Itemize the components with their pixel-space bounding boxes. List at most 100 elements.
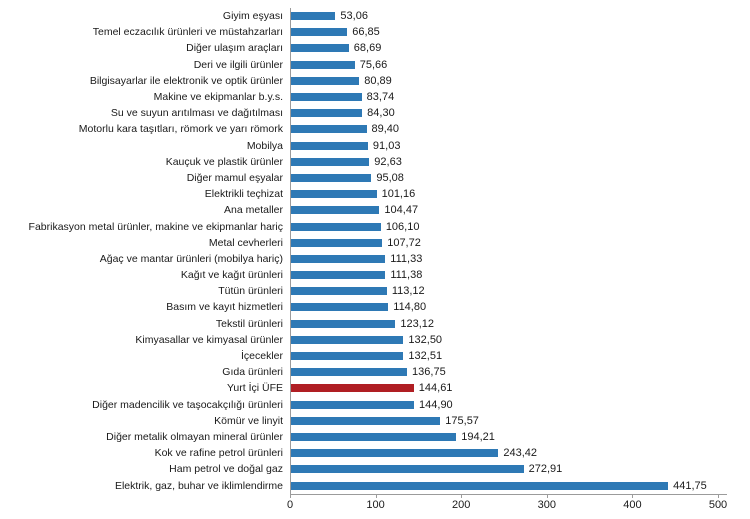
bar-row: Makine ve ekipmanlar b.y.s. 83,74 — [0, 89, 750, 105]
x-axis-tick-label: 300 — [537, 499, 556, 511]
bar — [290, 93, 362, 102]
value-label: 92,63 — [374, 155, 402, 168]
x-axis-line — [290, 494, 727, 495]
plot-cell: 66,85 — [290, 24, 750, 40]
bar — [290, 319, 396, 328]
bar-row: Tütün ürünleri 113,12 — [0, 283, 750, 299]
bar — [290, 335, 404, 344]
bar — [290, 287, 387, 296]
category-label: İçecekler — [240, 350, 283, 363]
bar — [290, 238, 383, 247]
bar-row: Gıda ürünleri 136,75 — [0, 364, 750, 380]
value-label: 441,75 — [673, 479, 707, 492]
bar-row: Tekstil ürünleri 123,12 — [0, 316, 750, 332]
category-label: Basım ve kayıt hizmetleri — [166, 301, 283, 314]
x-axis-tick-label: 100 — [366, 499, 385, 511]
bar — [290, 254, 386, 263]
bar — [290, 157, 370, 166]
bar — [290, 465, 524, 474]
category-label: Yurt İçi ÜFE — [226, 382, 283, 395]
plot-cell: 106,10 — [290, 218, 750, 234]
bar-row: Yurt İçi ÜFE 144,61 — [0, 380, 750, 396]
category-label: Mobilya — [246, 139, 283, 152]
plot-cell: 68,69 — [290, 40, 750, 56]
plot-cell: 101,16 — [290, 186, 750, 202]
category-label: Kimyasallar ve kimyasal ürünler — [135, 333, 283, 346]
x-axis-tick-label: 200 — [452, 499, 471, 511]
bar — [290, 416, 441, 425]
bar — [290, 400, 415, 409]
bar — [290, 28, 348, 37]
plot-cell: 441,75 — [290, 477, 750, 493]
value-label: 123,12 — [400, 317, 435, 330]
value-label: 136,75 — [412, 366, 446, 379]
bar-row: Elektrikli teçhizat 101,16 — [0, 186, 750, 202]
x-axis-tick — [632, 494, 634, 498]
bar — [290, 432, 457, 441]
bar-row: Kauçuk ve plastik ürünler 92,63 — [0, 154, 750, 170]
value-label: 84,30 — [367, 107, 395, 120]
plot-cell: 104,47 — [290, 202, 750, 218]
category-label: Temel eczacılık ürünleri ve müstahzarlar… — [92, 26, 283, 39]
plot-cell: 144,61 — [290, 380, 750, 396]
plot-cell: 194,21 — [290, 429, 750, 445]
bar — [290, 222, 381, 231]
value-label: 132,51 — [408, 350, 443, 363]
category-label: Su ve suyun arıtılması ve dağıtılması — [110, 107, 283, 120]
category-label: Gıda ürünleri — [222, 366, 283, 379]
bar — [290, 271, 386, 280]
plot-cell: 243,42 — [290, 445, 750, 461]
x-axis-tick-label: 500 — [708, 499, 728, 511]
category-label: Diğer metalik olmayan mineral ürünler — [106, 430, 283, 443]
x-axis-tick-label: 0 — [286, 499, 294, 511]
bar-row: Kömür ve linyit 175,57 — [0, 413, 750, 429]
category-label: Fabrikasyon metal ürünler, makine ve eki… — [28, 220, 283, 233]
plot-cell: 272,91 — [290, 461, 750, 477]
value-label: 132,50 — [408, 333, 443, 346]
value-label: 83,74 — [366, 91, 395, 104]
bar-row: Su ve suyun arıtılması ve dağıtılması 84,… — [0, 105, 750, 121]
value-label: 91,03 — [372, 139, 401, 152]
bar-row: İçecekler 132,51 — [0, 348, 750, 364]
category-label: Kok ve rafine petrol ürünleri — [154, 447, 283, 460]
bar-row: Mobilya 91,03 — [0, 138, 750, 154]
value-label: 95,08 — [376, 171, 404, 184]
category-label: Makine ve ekipmanlar b.y.s. — [153, 91, 283, 104]
plot-cell: 123,12 — [290, 316, 750, 332]
bar-row: Bilgisayarlar ile elektronik ve optik ür… — [0, 73, 750, 89]
value-label: 194,21 — [461, 430, 495, 443]
bar-row: Diğer madencilik ve taşocakçılığı ürünle… — [0, 397, 750, 413]
bar — [290, 44, 349, 53]
bar — [290, 190, 377, 199]
plot-cell: 111,38 — [290, 267, 750, 283]
category-label: Giyim eşyası — [222, 10, 283, 23]
plot-cell: 114,80 — [290, 299, 750, 315]
bar-row: Fabrikasyon metal ürünler, makine ve eki… — [0, 218, 750, 234]
plot-cell: 132,50 — [290, 332, 750, 348]
bar-row: Kağıt ve kağıt ürünleri 111,38 — [0, 267, 750, 283]
bar-row: Kok ve rafine petrol ürünleri 243,42 — [0, 445, 750, 461]
bar — [290, 109, 363, 118]
bar-row: Ana metaller 104,47 — [0, 202, 750, 218]
bar-row: Ağaç ve mantar ürünleri (mobilya hariç) 1… — [0, 251, 750, 267]
bar-row: Giyim eşyası 53,06 — [0, 8, 750, 24]
plot-cell: 92,63 — [290, 154, 750, 170]
plot-cell: 80,89 — [290, 73, 750, 89]
bar-row: Deri ve ilgili ürünler 75,66 — [0, 57, 750, 73]
category-label: Motorlu kara taşıtları, römork ve yarı r… — [78, 123, 283, 136]
value-label: 68,69 — [353, 42, 382, 55]
plot-cell: 111,33 — [290, 251, 750, 267]
bar — [290, 481, 669, 490]
x-axis-tick-label: 400 — [623, 499, 642, 511]
bar — [290, 206, 380, 215]
bar-rows: Giyim eşyası 53,06 Temel eczacılık ürünler… — [0, 8, 750, 494]
plot-cell: 91,03 — [290, 138, 750, 154]
plot-cell: 107,72 — [290, 235, 750, 251]
bar-row: Ham petrol ve doğal gaz 272,91 — [0, 461, 750, 477]
y-axis-line — [290, 8, 291, 494]
bar-row: Elektrik, gaz, buhar ve iklimlendirme 441… — [0, 477, 750, 493]
plot-cell: 83,74 — [290, 89, 750, 105]
category-label: Ağaç ve mantar ürünleri (mobilya hariç) — [99, 252, 283, 265]
plot-cell: 175,57 — [290, 413, 750, 429]
value-label: 272,91 — [528, 463, 563, 476]
